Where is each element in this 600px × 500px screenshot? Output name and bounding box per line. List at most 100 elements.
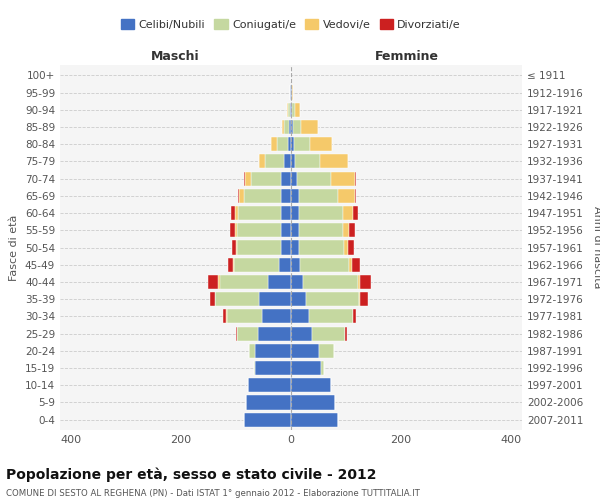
Bar <box>291 102 292 117</box>
Text: Popolazione per età, sesso e stato civile - 2012: Popolazione per età, sesso e stato civil… <box>6 468 377 482</box>
Bar <box>353 206 358 220</box>
Bar <box>320 154 347 168</box>
Bar <box>321 361 324 375</box>
Bar <box>244 172 245 185</box>
Bar <box>291 292 307 306</box>
Bar <box>307 292 359 306</box>
Bar <box>295 154 320 168</box>
Bar <box>255 361 291 375</box>
Bar <box>288 137 291 152</box>
Bar <box>291 240 299 254</box>
Bar <box>265 154 284 168</box>
Legend: Celibi/Nubili, Coniugati/e, Vedovi/e, Divorziati/e: Celibi/Nubili, Coniugati/e, Vedovi/e, Di… <box>121 20 461 30</box>
Bar <box>353 310 356 324</box>
Bar <box>348 240 354 254</box>
Bar <box>254 361 255 375</box>
Bar <box>291 396 335 409</box>
Bar <box>291 361 321 375</box>
Bar <box>237 223 281 238</box>
Bar <box>258 326 291 340</box>
Bar <box>358 275 360 289</box>
Bar <box>237 326 258 340</box>
Bar <box>209 275 218 289</box>
Bar <box>255 344 291 358</box>
Bar <box>238 189 239 203</box>
Bar <box>343 223 349 238</box>
Bar <box>290 102 291 117</box>
Bar <box>292 86 293 100</box>
Bar <box>232 240 236 254</box>
Bar <box>291 206 299 220</box>
Bar <box>349 258 352 272</box>
Bar <box>291 223 299 238</box>
Bar <box>228 258 233 272</box>
Bar <box>271 137 277 152</box>
Bar <box>343 206 353 220</box>
Bar <box>238 206 281 220</box>
Bar <box>277 137 288 152</box>
Bar <box>291 310 308 324</box>
Bar <box>291 412 338 426</box>
Bar <box>301 120 318 134</box>
Bar <box>349 223 355 238</box>
Bar <box>303 275 358 289</box>
Bar <box>319 344 334 358</box>
Y-axis label: Anni di nascita: Anni di nascita <box>592 206 600 289</box>
Bar <box>281 189 291 203</box>
Bar <box>308 310 353 324</box>
Bar <box>294 137 310 152</box>
Text: Maschi: Maschi <box>151 50 200 64</box>
Bar <box>291 154 295 168</box>
Text: Femmine: Femmine <box>374 50 439 64</box>
Bar <box>291 172 296 185</box>
Bar <box>299 206 343 220</box>
Bar <box>344 240 348 254</box>
Bar <box>218 275 220 289</box>
Bar <box>299 223 343 238</box>
Bar <box>235 223 237 238</box>
Bar <box>245 172 251 185</box>
Bar <box>291 326 312 340</box>
Bar <box>291 189 299 203</box>
Bar <box>281 206 291 220</box>
Bar <box>251 172 281 185</box>
Text: COMUNE DI SESTO AL REGHENA (PN) - Dati ISTAT 1° gennaio 2012 - Elaborazione TUTT: COMUNE DI SESTO AL REGHENA (PN) - Dati I… <box>6 489 420 498</box>
Bar <box>291 120 293 134</box>
Bar <box>210 292 215 306</box>
Bar <box>291 378 331 392</box>
Bar <box>281 172 291 185</box>
Bar <box>223 310 226 324</box>
Bar <box>299 189 338 203</box>
Bar <box>230 223 235 238</box>
Bar <box>259 292 291 306</box>
Bar <box>355 189 356 203</box>
Bar <box>360 275 371 289</box>
Bar <box>234 258 279 272</box>
Bar <box>287 102 288 117</box>
Bar <box>227 310 262 324</box>
Bar <box>295 102 301 117</box>
Bar <box>236 326 237 340</box>
Bar <box>248 344 255 358</box>
Bar <box>246 396 291 409</box>
Bar <box>331 172 355 185</box>
Bar <box>262 310 291 324</box>
Bar <box>215 292 259 306</box>
Bar <box>236 240 237 254</box>
Bar <box>231 206 235 220</box>
Bar <box>291 344 319 358</box>
Bar <box>237 240 281 254</box>
Bar <box>292 102 295 117</box>
Bar <box>291 258 300 272</box>
Bar <box>352 258 360 272</box>
Bar <box>259 154 265 168</box>
Bar <box>291 275 303 289</box>
Bar <box>288 102 290 117</box>
Bar <box>284 154 291 168</box>
Bar <box>281 223 291 238</box>
Bar <box>360 292 368 306</box>
Bar <box>289 120 291 134</box>
Y-axis label: Fasce di età: Fasce di età <box>10 214 19 280</box>
Bar <box>338 189 355 203</box>
Bar <box>296 172 331 185</box>
